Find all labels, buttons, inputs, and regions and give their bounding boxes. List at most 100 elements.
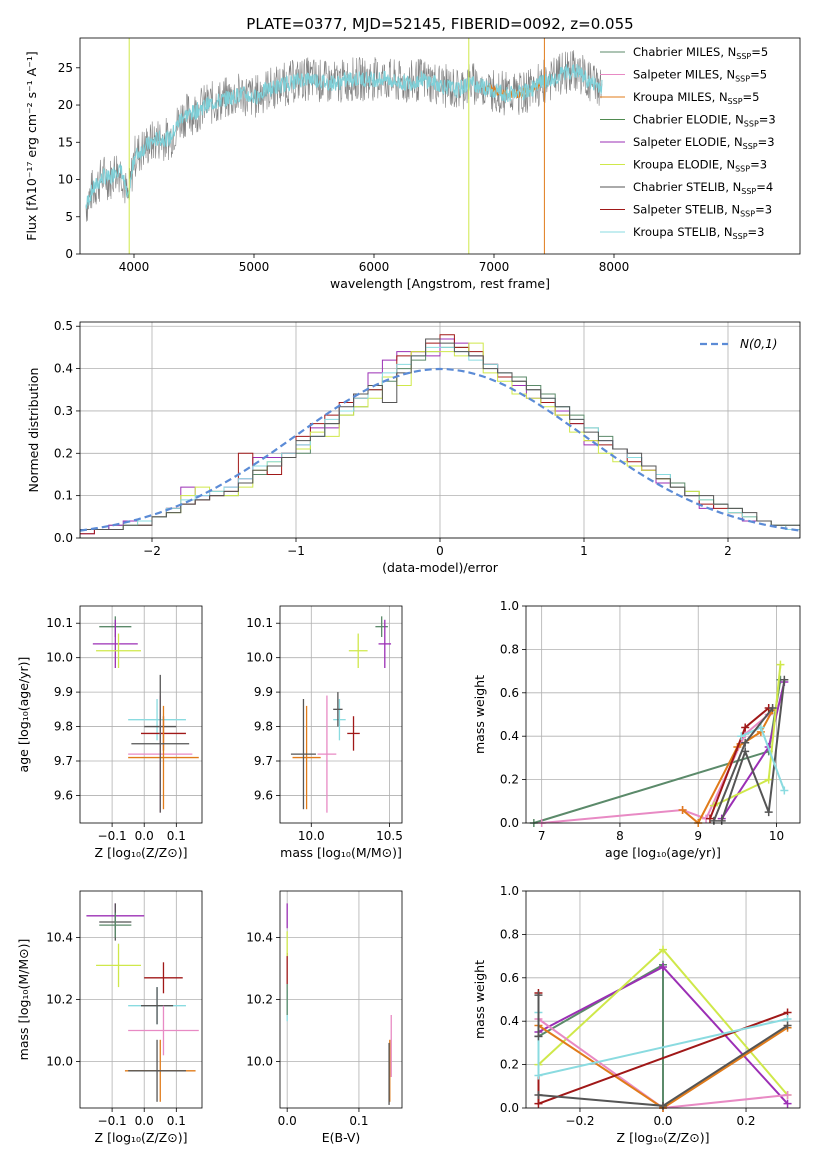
legend-label: Chabrier STELIB, NSSP=4: [633, 180, 773, 196]
y-tick-label: 0.2: [500, 773, 519, 787]
y-tick-label: 0.6: [500, 686, 519, 700]
legend-label-name: Salpeter ELODIE, N: [633, 135, 743, 149]
y-tick-label: 9.8: [54, 720, 73, 734]
weight-marker-4: [776, 660, 785, 669]
x-axis-label: (data-model)/error: [382, 560, 499, 575]
weight-marker-2: [659, 945, 667, 954]
y-tick-label: 0.4: [500, 729, 519, 743]
y-tick-label: 0.8: [500, 642, 519, 656]
legend-label-suffix: =3: [748, 225, 765, 239]
x-axis-label: Z [log₁₀(Z/Z⊙)]: [617, 1130, 710, 1145]
x-tick-label: −2: [143, 544, 161, 558]
legend-label-suffix: =5: [743, 90, 760, 104]
y-tick-label: 25: [58, 61, 73, 75]
weight-marker-6: [534, 1071, 543, 1080]
y-tick-label: 0.2: [54, 446, 73, 460]
y-axis-label: mass [log₁₀(M/M⊙)]: [16, 939, 31, 1061]
weight-marker-8: [534, 991, 543, 1000]
x-tick-label: 8: [616, 829, 624, 843]
x-axis-label: mass [log₁₀(M/M⊙)]: [280, 845, 402, 860]
y-tick-label: 10.0: [246, 651, 273, 665]
x-axis-label: Z [log₁₀(Z/Z⊙)]: [95, 1130, 188, 1145]
y-tick-label: 9.9: [254, 685, 273, 699]
legend-label-sub: SSP: [733, 232, 748, 241]
weight-marker-5: [780, 675, 789, 684]
axes-frame: [279, 605, 403, 824]
legend-label-sub: SSP: [735, 165, 750, 174]
weight-marker-8: [741, 738, 750, 747]
legend-label-suffix: =5: [750, 68, 767, 82]
x-tick-label: 0.1: [349, 1114, 368, 1128]
weight-marker-7: [737, 732, 746, 741]
weight-line-5: [720, 679, 786, 822]
gaussian-curve: [79, 367, 801, 532]
x-tick-label: 0.0: [135, 1114, 154, 1128]
legend-label-sub: SSP: [741, 187, 756, 196]
y-tick-label: 0.6: [500, 971, 519, 985]
x-tick-label: 10.0: [298, 829, 325, 843]
axes-frame: [525, 890, 801, 1109]
weight-marker-6: [741, 723, 750, 732]
x-tick-label: 5000: [239, 260, 270, 274]
x-tick-label: 7000: [479, 260, 510, 274]
legend-label-suffix: =4: [756, 180, 773, 194]
weight-marker-1: [659, 962, 667, 971]
legend-label-name: Kroupa MILES, N: [633, 90, 728, 104]
x-tick-label: −0.1: [98, 829, 127, 843]
legend-label-suffix: =3: [755, 203, 772, 217]
axes-frame: [525, 605, 801, 824]
weight-marker-5: [717, 816, 726, 825]
weight-line-0: [538, 963, 664, 1108]
axes-frame: [79, 321, 801, 539]
mass-weight-vs-age-panel: 7 8 9 10 0.0 0.2 0.4 0.6 0.8 1.0 age [log₁₀(age/yr…: [472, 599, 801, 860]
x-tick-label: 0.2: [736, 1114, 755, 1128]
y-tick-label: 10.2: [46, 993, 73, 1007]
y-tick-label: 10.0: [46, 651, 73, 665]
residuals-panel: −2 −1 0 1 2 0.0 0.1 0.2 0.3 0.4 0.5 N(0,1) (data-mod…: [26, 319, 801, 575]
legend-label-name: Salpeter STELIB, N: [633, 203, 740, 217]
legend-label-name: Chabrier MILES, N: [633, 45, 736, 59]
y-tick-label: 0.8: [500, 927, 519, 941]
legend-label-sub: SSP: [743, 142, 758, 151]
legend-label: Salpeter STELIB, NSSP=3: [633, 203, 772, 219]
age-vs-z-panel: −0.1 0.0 0.1 9.6 9.7 9.8 9.9 10.0 10.1 Z [log₁₀(Z…: [16, 605, 203, 860]
weight-marker-5: [764, 808, 773, 817]
weight-marker-8: [534, 1032, 543, 1041]
x-axis-label: age [log₁₀(age/yr)]: [605, 845, 721, 860]
y-axis-label: Normed distribution: [26, 368, 41, 493]
legend-label-suffix: =3: [758, 135, 775, 149]
y-tick-label: 0.4: [54, 362, 73, 376]
x-tick-label: 0.0: [653, 1114, 672, 1128]
legend-gaussian-label: N(0,1): [740, 337, 777, 351]
legend-label: Chabrier MILES, NSSP=5: [633, 45, 768, 61]
x-tick-label: 2: [724, 544, 732, 558]
y-tick-label: 0.4: [500, 1014, 519, 1028]
legend-label: Kroupa ELODIE, NSSP=3: [633, 158, 767, 174]
weight-marker-8: [768, 703, 777, 712]
y-tick-label: 9.6: [54, 788, 73, 802]
y-tick-label: 10: [58, 173, 73, 187]
y-tick-label: 9.8: [254, 720, 273, 734]
x-axis-label: E(B-V): [322, 1130, 361, 1145]
y-tick-label: 0.3: [54, 404, 73, 418]
legend-label-sub: SSP: [740, 210, 755, 219]
y-tick-label: 9.6: [254, 788, 273, 802]
y-tick-label: 0: [65, 247, 73, 261]
y-tick-label: 10.1: [246, 616, 273, 630]
legend-label-sub: SSP: [744, 120, 759, 129]
age-vs-mass-panel: 10.0 10.5 9.6 9.7 9.8 9.9 10.0 10.1 mass [log₁₀(…: [246, 605, 403, 860]
y-tick-label: 10.2: [246, 993, 273, 1007]
weight-marker-1: [783, 1099, 792, 1108]
y-tick-label: 0.5: [54, 319, 73, 333]
x-tick-label: 4000: [119, 260, 150, 274]
legend-label: Salpeter ELODIE, NSSP=3: [633, 135, 775, 151]
legend-label: Salpeter MILES, NSSP=5: [633, 68, 767, 84]
legend-label: Chabrier ELODIE, NSSP=3: [633, 113, 776, 129]
y-tick-label: 1.0: [500, 599, 519, 613]
y-tick-label: 0.0: [500, 1101, 519, 1115]
axes-frame: [79, 890, 203, 1109]
y-tick-label: 10.4: [246, 931, 273, 945]
y-tick-label: 5: [65, 210, 73, 224]
legend-label-sub: SSP: [736, 52, 751, 61]
